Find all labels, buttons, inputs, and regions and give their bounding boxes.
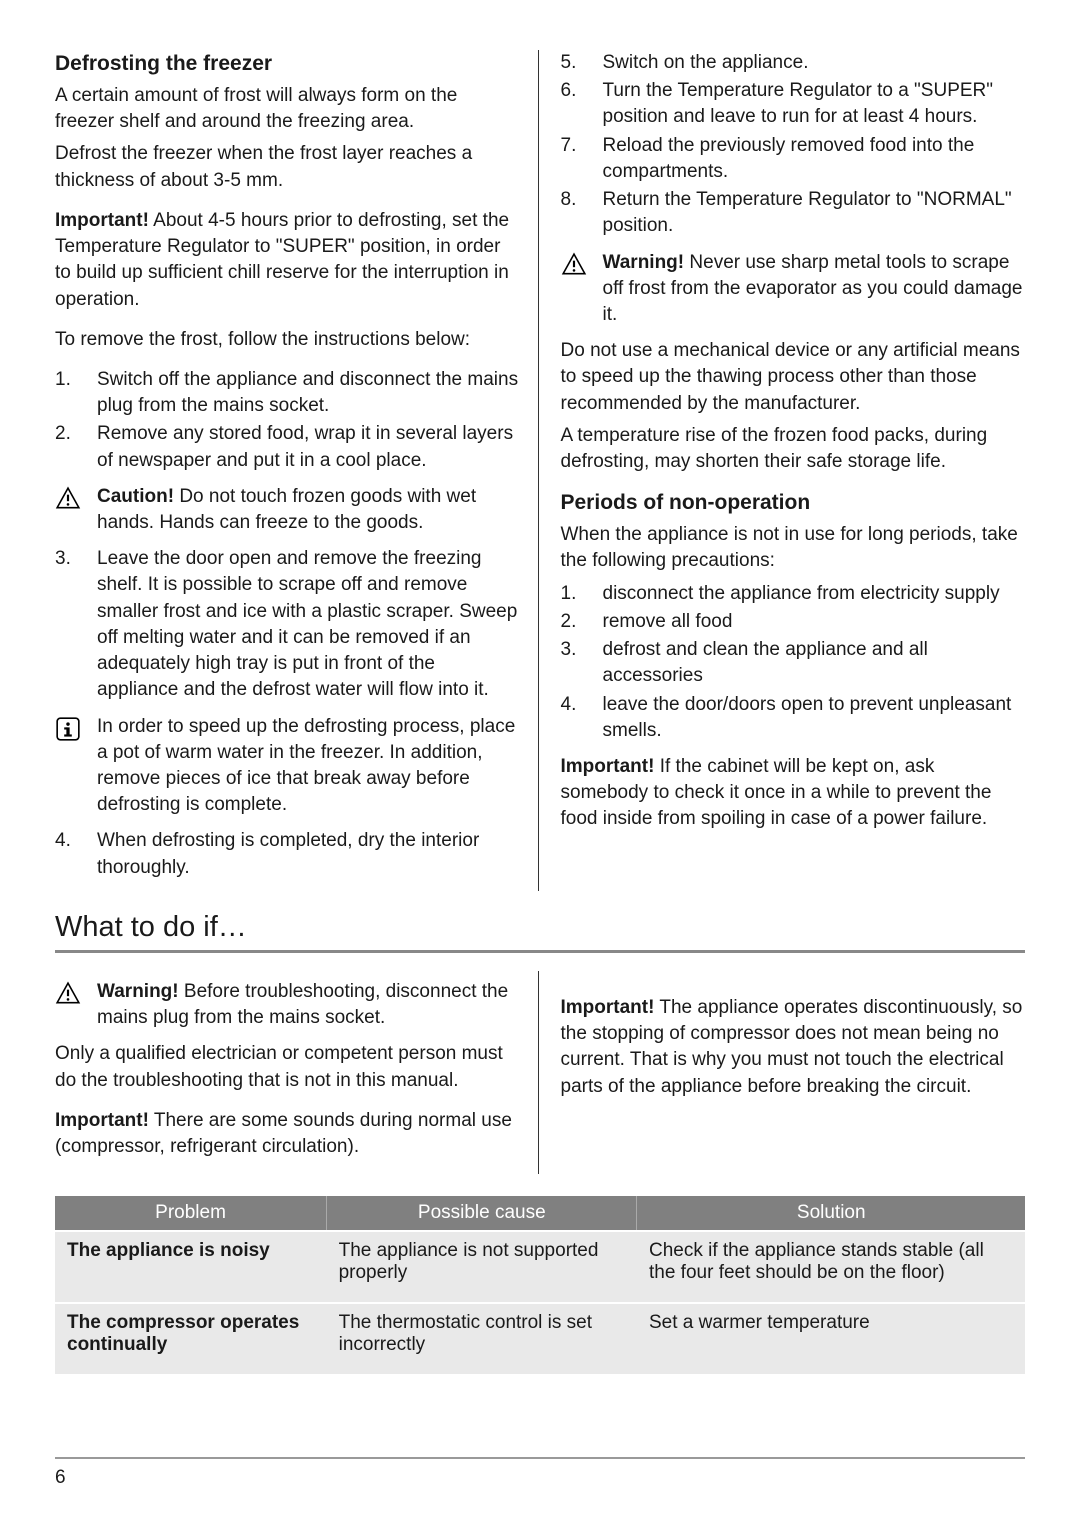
non-operation-heading: Periods of non-operation <box>561 489 1026 518</box>
body-text: Do not use a mechanical device or any ar… <box>561 338 1026 417</box>
defrost-steps: 1.Switch off the appliance and disconnec… <box>55 367 520 474</box>
body-text: To remove the frost, follow the instruct… <box>55 327 520 353</box>
list-item: 4.When defrosting is completed, dry the … <box>55 828 520 880</box>
list-item: 2.remove all food <box>561 609 1026 635</box>
defrost-steps-cont: 3.Leave the door open and remove the fre… <box>55 546 520 703</box>
section-rule <box>55 950 1025 953</box>
list-item: 5.Switch on the appliance. <box>561 50 1026 76</box>
body-text: A certain amount of frost will always fo… <box>55 83 520 135</box>
problem-cell: The appliance is noisy <box>55 1231 327 1303</box>
footer-rule <box>55 1457 1025 1459</box>
warning-callout: Warning! Before troubleshooting, disconn… <box>55 979 520 1031</box>
defrosting-section: Defrosting the freezer A certain amount … <box>55 50 1025 891</box>
warning-icon <box>55 484 97 536</box>
important-note: Important! There are some sounds during … <box>55 1108 520 1160</box>
important-label: Important! <box>561 997 655 1018</box>
defrost-steps-cont2: 4.When defrosting is completed, dry the … <box>55 828 520 880</box>
troubleshoot-columns: Warning! Before troubleshooting, disconn… <box>55 971 1025 1174</box>
body-text: A temperature rise of the frozen food pa… <box>561 423 1026 475</box>
list-item: 6.Turn the Temperature Regulator to a "S… <box>561 78 1026 130</box>
list-item: 7.Reload the previously removed food int… <box>561 133 1026 185</box>
warning-label: Warning! <box>97 981 179 1002</box>
info-text: In order to speed up the defrosting proc… <box>97 714 520 819</box>
problem-cell: The compressor operates continually <box>55 1303 327 1374</box>
defrost-steps-right: 5.Switch on the appliance. 6.Turn the Te… <box>561 50 1026 240</box>
page-number: 6 <box>55 1467 66 1489</box>
caution-callout: Caution! Do not touch frozen goods with … <box>55 484 520 536</box>
troubleshoot-heading: What to do if… <box>55 911 1025 944</box>
body-text: Only a qualified electrician or competen… <box>55 1041 520 1093</box>
list-item: 3.defrost and clean the appliance and al… <box>561 637 1026 689</box>
warning-callout: Warning! Never use sharp metal tools to … <box>561 250 1026 329</box>
warning-icon <box>55 979 97 1031</box>
solution-cell: Set a warmer temperature <box>637 1303 1025 1374</box>
cause-cell: The thermostatic control is set incorrec… <box>327 1303 637 1374</box>
important-label: Important! <box>561 756 655 777</box>
info-icon <box>55 714 97 819</box>
table-row: The appliance is noisy The appliance is … <box>55 1231 1025 1303</box>
table-header-row: Problem Possible cause Solution <box>55 1196 1025 1231</box>
defrosting-heading: Defrosting the freezer <box>55 50 520 79</box>
important-note: Important! About 4-5 hours prior to defr… <box>55 208 520 313</box>
list-item: 3.Leave the door open and remove the fre… <box>55 546 520 703</box>
table-row: The compressor operates continually The … <box>55 1303 1025 1374</box>
left-column: Defrosting the freezer A certain amount … <box>55 50 539 891</box>
info-callout: In order to speed up the defrosting proc… <box>55 714 520 819</box>
important-note: Important! If the cabinet will be kept o… <box>561 754 1026 833</box>
important-label: Important! <box>55 210 149 231</box>
col-header-problem: Problem <box>55 1196 327 1231</box>
list-item: 2.Remove any stored food, wrap it in sev… <box>55 421 520 473</box>
list-item: 4.leave the door/doors open to prevent u… <box>561 692 1026 744</box>
body-text: When the appliance is not in use for lon… <box>561 522 1026 574</box>
important-note: Important! The appliance operates discon… <box>561 995 1026 1100</box>
body-text: Defrost the freezer when the frost layer… <box>55 141 520 193</box>
list-item: 1.disconnect the appliance from electric… <box>561 581 1026 607</box>
list-item: 1.Switch off the appliance and disconnec… <box>55 367 520 419</box>
important-label: Important! <box>55 1110 149 1131</box>
left-column-2: Warning! Before troubleshooting, disconn… <box>55 971 539 1174</box>
cause-cell: The appliance is not supported properly <box>327 1231 637 1303</box>
warning-label: Warning! <box>603 252 685 273</box>
warning-icon <box>561 250 603 329</box>
troubleshoot-table: Problem Possible cause Solution The appl… <box>55 1196 1025 1374</box>
right-column: 5.Switch on the appliance. 6.Turn the Te… <box>539 50 1026 891</box>
caution-label: Caution! <box>97 486 174 507</box>
list-item: 8.Return the Temperature Regulator to "N… <box>561 187 1026 239</box>
right-column-2: Important! The appliance operates discon… <box>539 971 1026 1174</box>
solution-cell: Check if the appliance stands stable (al… <box>637 1231 1025 1303</box>
col-header-solution: Solution <box>637 1196 1025 1231</box>
non-op-steps: 1.disconnect the appliance from electric… <box>561 581 1026 744</box>
col-header-cause: Possible cause <box>327 1196 637 1231</box>
